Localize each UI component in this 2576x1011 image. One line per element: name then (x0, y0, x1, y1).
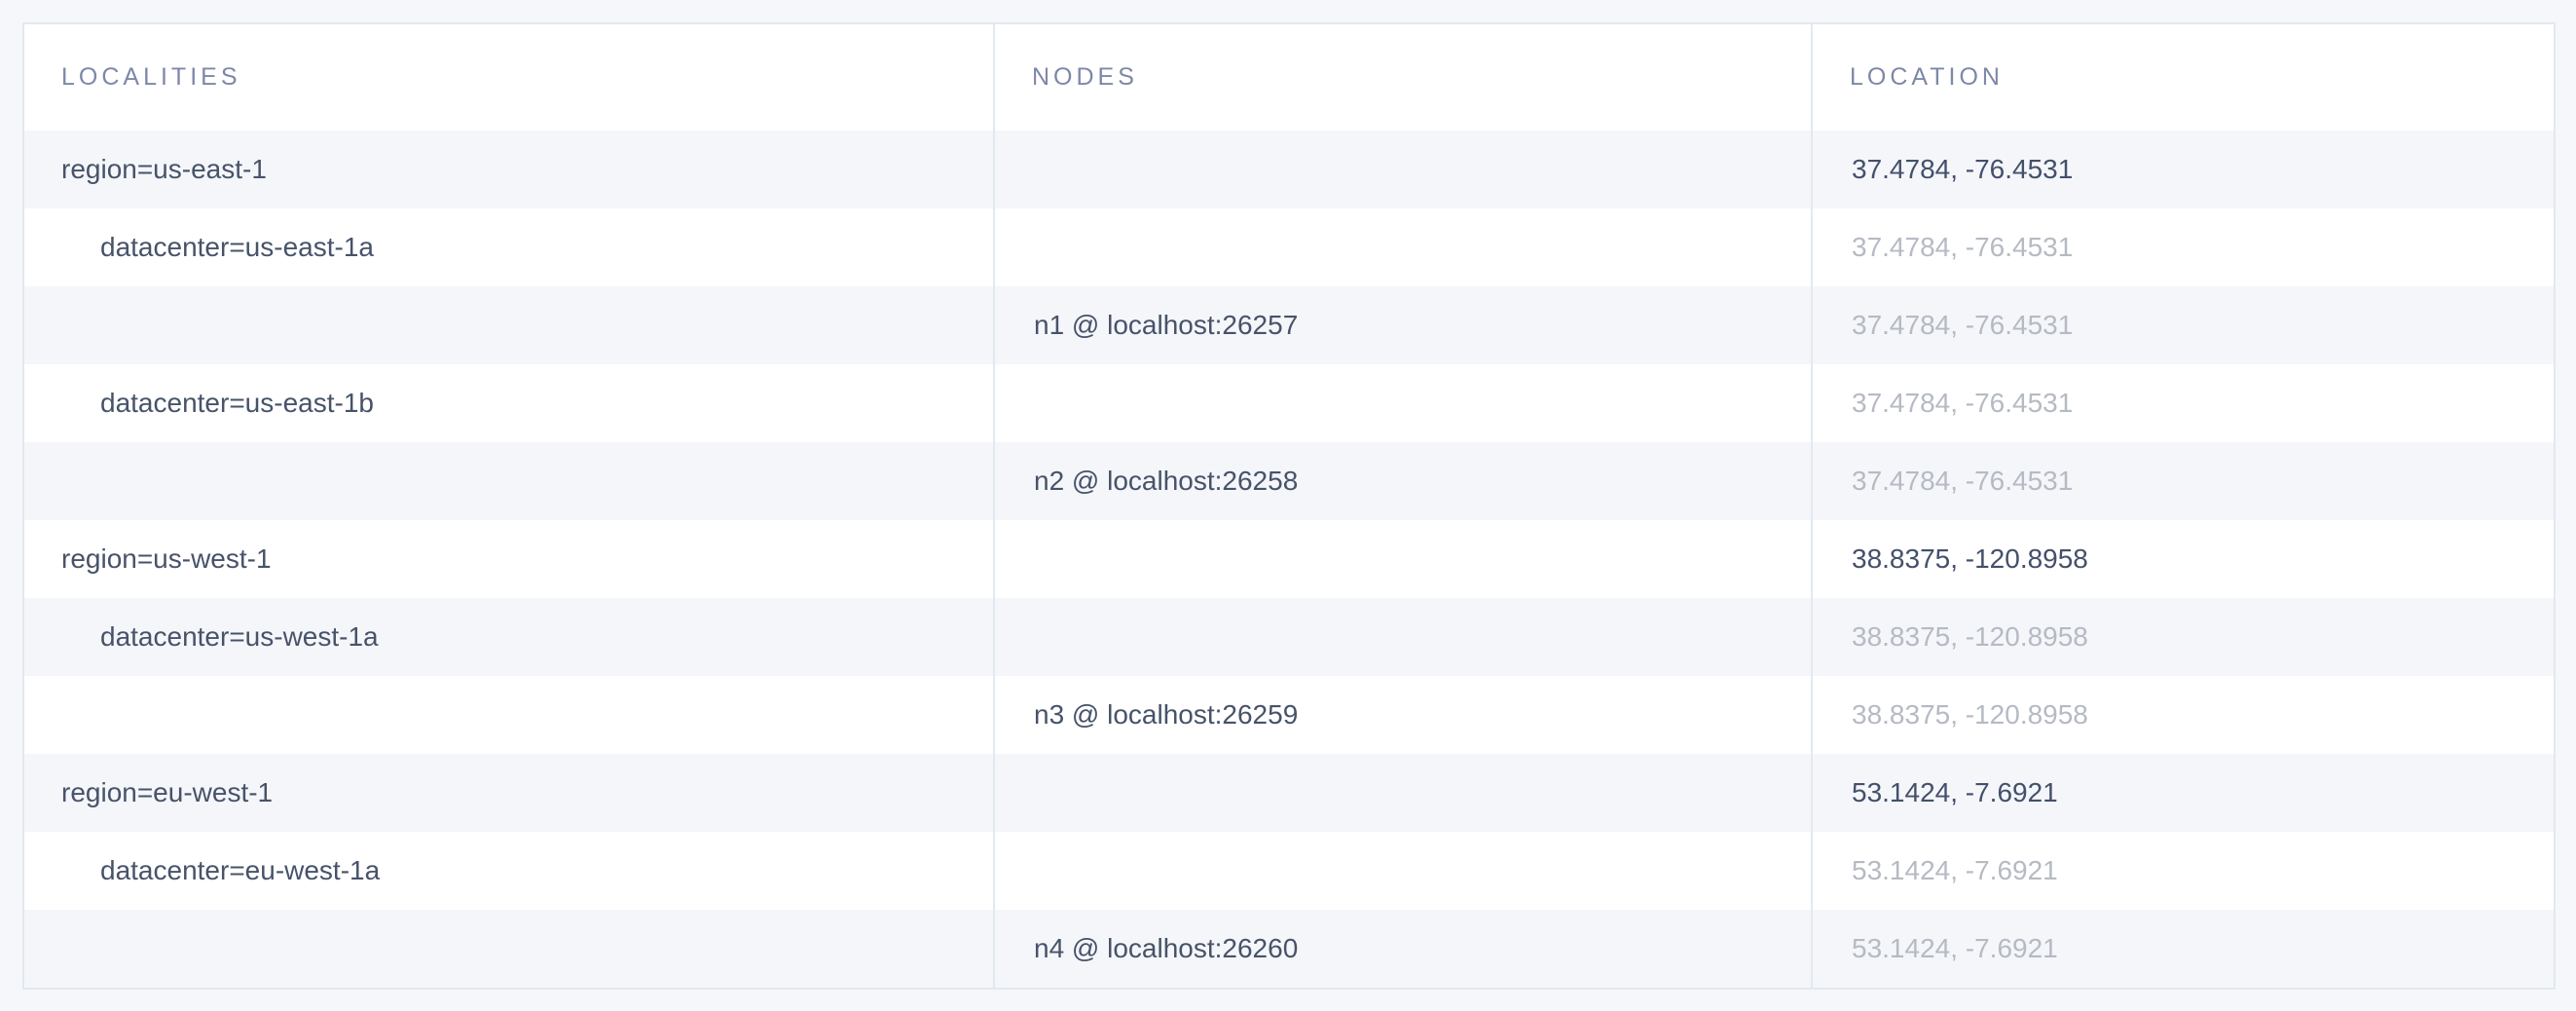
table-row: datacenter=us-east-1b 37.4784, -76.4531 (24, 364, 2554, 442)
locality-cell: region=us-east-1 (24, 131, 993, 208)
column-header-nodes: NODES (993, 24, 1811, 131)
location-value: 37.4784, -76.4531 (1852, 388, 2074, 418)
table-row: n2 @ localhost:26258 37.4784, -76.4531 (24, 442, 2554, 520)
column-header-location: LOCATION (1811, 24, 2554, 131)
locality-cell (24, 442, 993, 520)
locality-label: datacenter=eu-west-1a (100, 855, 381, 885)
location-cell: 53.1424, -7.6921 (1811, 754, 2554, 832)
table-row: region=us-east-1 37.4784, -76.4531 (24, 131, 2554, 208)
locality-cell (24, 286, 993, 364)
table-row: datacenter=us-east-1a 37.4784, -76.4531 (24, 208, 2554, 286)
location-cell: 38.8375, -120.8958 (1811, 598, 2554, 676)
locality-cell: region=us-west-1 (24, 520, 993, 598)
location-value: 38.8375, -120.8958 (1852, 543, 2088, 574)
table-row: n1 @ localhost:26257 37.4784, -76.4531 (24, 286, 2554, 364)
location-value: 38.8375, -120.8958 (1852, 699, 2088, 730)
node-cell: n4 @ localhost:26260 (993, 910, 1811, 988)
location-value: 37.4784, -76.4531 (1852, 154, 2074, 184)
node-label: n1 @ localhost:26257 (1034, 310, 1299, 340)
table-row: region=eu-west-1 53.1424, -7.6921 (24, 754, 2554, 832)
table-row: region=us-west-1 38.8375, -120.8958 (24, 520, 2554, 598)
node-label: n4 @ localhost:26260 (1034, 933, 1299, 963)
location-value: 53.1424, -7.6921 (1852, 777, 2058, 807)
node-label: n3 @ localhost:26259 (1034, 699, 1299, 730)
location-value: 53.1424, -7.6921 (1852, 855, 2058, 885)
locality-cell: datacenter=us-east-1b (24, 364, 993, 442)
locality-cell (24, 676, 993, 754)
locality-label: datacenter=us-east-1b (100, 388, 374, 418)
locality-cell: region=eu-west-1 (24, 754, 993, 832)
locality-label: region=us-west-1 (61, 543, 272, 574)
column-header-localities: LOCALITIES (61, 63, 241, 91)
node-cell (993, 208, 1811, 286)
location-value: 37.4784, -76.4531 (1852, 232, 2074, 262)
location-cell: 37.4784, -76.4531 (1811, 208, 2554, 286)
node-cell (993, 754, 1811, 832)
location-value: 37.4784, -76.4531 (1852, 310, 2074, 340)
node-cell (993, 598, 1811, 676)
table-row: n3 @ localhost:26259 38.8375, -120.8958 (24, 676, 2554, 754)
locality-cell: datacenter=eu-west-1a (24, 832, 993, 910)
location-cell: 38.8375, -120.8958 (1811, 676, 2554, 754)
location-value: 38.8375, -120.8958 (1852, 621, 2088, 652)
location-cell: 38.8375, -120.8958 (1811, 520, 2554, 598)
table-body: region=us-east-1 37.4784, -76.4531 datac… (24, 131, 2554, 988)
location-cell: 53.1424, -7.6921 (1811, 832, 2554, 910)
location-value: 53.1424, -7.6921 (1852, 933, 2058, 963)
locality-label: datacenter=us-east-1a (100, 232, 374, 262)
location-cell: 37.4784, -76.4531 (1811, 286, 2554, 364)
node-cell: n1 @ localhost:26257 (993, 286, 1811, 364)
locality-label: datacenter=us-west-1a (100, 621, 379, 652)
location-cell: 53.1424, -7.6921 (1811, 910, 2554, 988)
location-cell: 37.4784, -76.4531 (1811, 364, 2554, 442)
table-row: n4 @ localhost:26260 53.1424, -7.6921 (24, 910, 2554, 988)
location-value: 37.4784, -76.4531 (1852, 466, 2074, 496)
table-row: datacenter=eu-west-1a 53.1424, -7.6921 (24, 832, 2554, 910)
locality-cell (24, 910, 993, 988)
node-cell (993, 364, 1811, 442)
location-cell: 37.4784, -76.4531 (1811, 131, 2554, 208)
locality-cell: datacenter=us-west-1a (24, 598, 993, 676)
location-cell: 37.4784, -76.4531 (1811, 442, 2554, 520)
node-label: n2 @ localhost:26258 (1034, 466, 1299, 496)
locality-label: region=us-east-1 (61, 154, 267, 184)
table-row: datacenter=us-west-1a 38.8375, -120.8958 (24, 598, 2554, 676)
node-cell (993, 131, 1811, 208)
node-cell (993, 832, 1811, 910)
locality-cell: datacenter=us-east-1a (24, 208, 993, 286)
node-cell (993, 520, 1811, 598)
node-cell: n3 @ localhost:26259 (993, 676, 1811, 754)
locality-label: region=eu-west-1 (61, 777, 274, 807)
table-header-row: LOCALITIES NODES LOCATION (24, 24, 2554, 131)
localities-table: LOCALITIES NODES LOCATION region=us-east… (22, 22, 2556, 990)
node-cell: n2 @ localhost:26258 (993, 442, 1811, 520)
